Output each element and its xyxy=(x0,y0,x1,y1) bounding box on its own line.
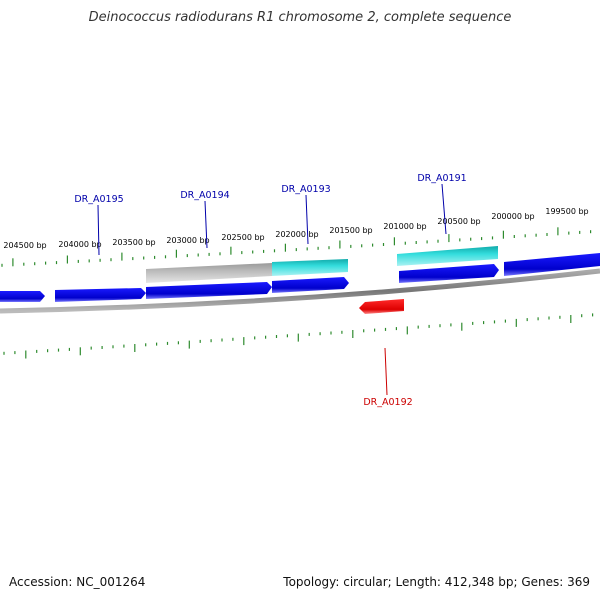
forward-genes xyxy=(0,253,600,302)
ruler-label: 199500 bp xyxy=(545,207,588,216)
topology-text: Topology: circular; Length: 412,348 bp; … xyxy=(283,575,590,589)
grey-feature-band xyxy=(146,263,272,283)
gene-arrow-dr-a0191 xyxy=(399,264,499,283)
gene-arrow xyxy=(55,288,146,302)
gene-labels: DR_A0195 DR_A0194 DR_A0193 DR_A0191 DR_A… xyxy=(74,173,466,408)
ruler-label: 201000 bp xyxy=(383,222,426,231)
gene-arrow xyxy=(0,291,45,302)
gene-label-dr-a0192[interactable]: DR_A0192 xyxy=(363,397,412,408)
ruler-label: 201500 bp xyxy=(329,226,372,235)
cyan-feature-band-a0193 xyxy=(272,259,348,276)
ruler-label: 203500 bp xyxy=(112,238,155,247)
gene-label-dr-a0195[interactable]: DR_A0195 xyxy=(74,194,123,205)
cyan-feature-band-a0191 xyxy=(397,246,498,266)
gene-arrow xyxy=(504,253,600,276)
gene-label-dr-a0193[interactable]: DR_A0193 xyxy=(281,184,330,195)
ruler-labels: 204500 bp 204000 bp 203500 bp 203000 bp 2025… xyxy=(3,207,588,250)
gene-label-dr-a0194[interactable]: DR_A0194 xyxy=(180,190,229,201)
map-title: Deinococcus radiodurans R1 chromosome 2,… xyxy=(88,10,512,25)
chromosome-backbone xyxy=(0,268,600,314)
ruler-label: 200500 bp xyxy=(437,217,480,226)
gene-label-leaders xyxy=(97,183,447,396)
accession-text: Accession: NC_001264 xyxy=(9,575,146,589)
gene-label-dr-a0191[interactable]: DR_A0191 xyxy=(417,173,466,184)
inner-tick-ruler xyxy=(3,313,594,359)
ruler-label: 204000 bp xyxy=(58,240,101,249)
ruler-label: 202500 bp xyxy=(221,233,264,242)
ruler-label: 203000 bp xyxy=(166,236,209,245)
gene-arrow-dr-a0193 xyxy=(272,277,349,293)
gene-arrow-dr-a0192 xyxy=(359,299,404,314)
ruler-label: 202000 bp xyxy=(275,230,318,239)
ruler-label: 200000 bp xyxy=(491,212,534,221)
highlight-features xyxy=(146,246,498,283)
ruler-label: 204500 bp xyxy=(3,241,46,250)
gene-arrow xyxy=(146,282,272,299)
outer-tick-ruler xyxy=(1,227,592,267)
